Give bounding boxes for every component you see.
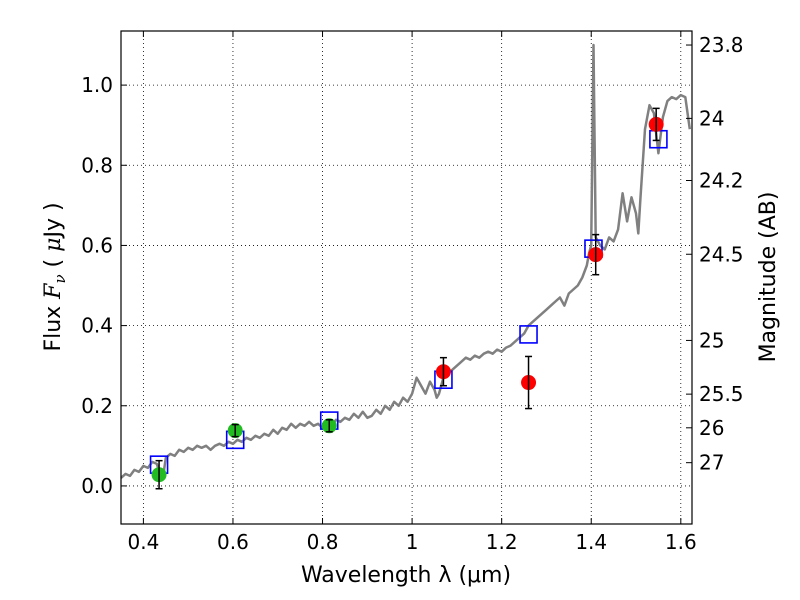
x-axis-title: Wavelength λ (μm)	[301, 563, 511, 588]
x-tick-label: 1.4	[575, 530, 607, 554]
right-tick-label: 24.2	[699, 169, 744, 193]
y-tick-label: 1.0	[81, 73, 113, 97]
y-tick-label: 0.4	[81, 314, 113, 338]
line-layer	[120, 43, 692, 480]
grid-layer	[121, 31, 692, 524]
x-tick-label: 0.8	[307, 530, 339, 554]
right-tick-label: 27	[699, 451, 724, 475]
right-tick-label: 25	[699, 328, 724, 352]
y-tick-label: 0.2	[81, 394, 113, 418]
x-tick-label: 1.2	[486, 530, 518, 554]
x-tick-label: 0.6	[217, 530, 249, 554]
y-tick-label: 0.8	[81, 153, 113, 177]
right-tick-label: 23.8	[699, 33, 744, 57]
right-tick-label: 26	[699, 416, 724, 440]
x-tick-label: 1.6	[665, 530, 697, 554]
y-tick-label: 0.6	[81, 233, 113, 257]
right-tick-label: 25.5	[699, 382, 744, 406]
right-tick-label: 24.5	[699, 242, 744, 266]
x-tick-label: 0.4	[127, 530, 159, 554]
right-tick-label: 24	[699, 106, 724, 130]
x-tick-label: 1	[406, 530, 419, 554]
plot-frame	[120, 30, 693, 525]
y-tick-label: 0.0	[81, 474, 113, 498]
marker-layer	[149, 107, 668, 490]
model-photometry-square	[519, 325, 538, 344]
right-axis-title: Magnitude (AB)	[756, 192, 781, 363]
axis-layer: 0.4 0.6 0.8 1 1.2 1.4 1.6 0.0 0.2 0.4 0.6 0.8 1.0 23.…	[81, 31, 744, 554]
model-spectrum-line	[120, 43, 692, 480]
y-axis-title: Flux Fν ( μJy )	[41, 202, 69, 351]
